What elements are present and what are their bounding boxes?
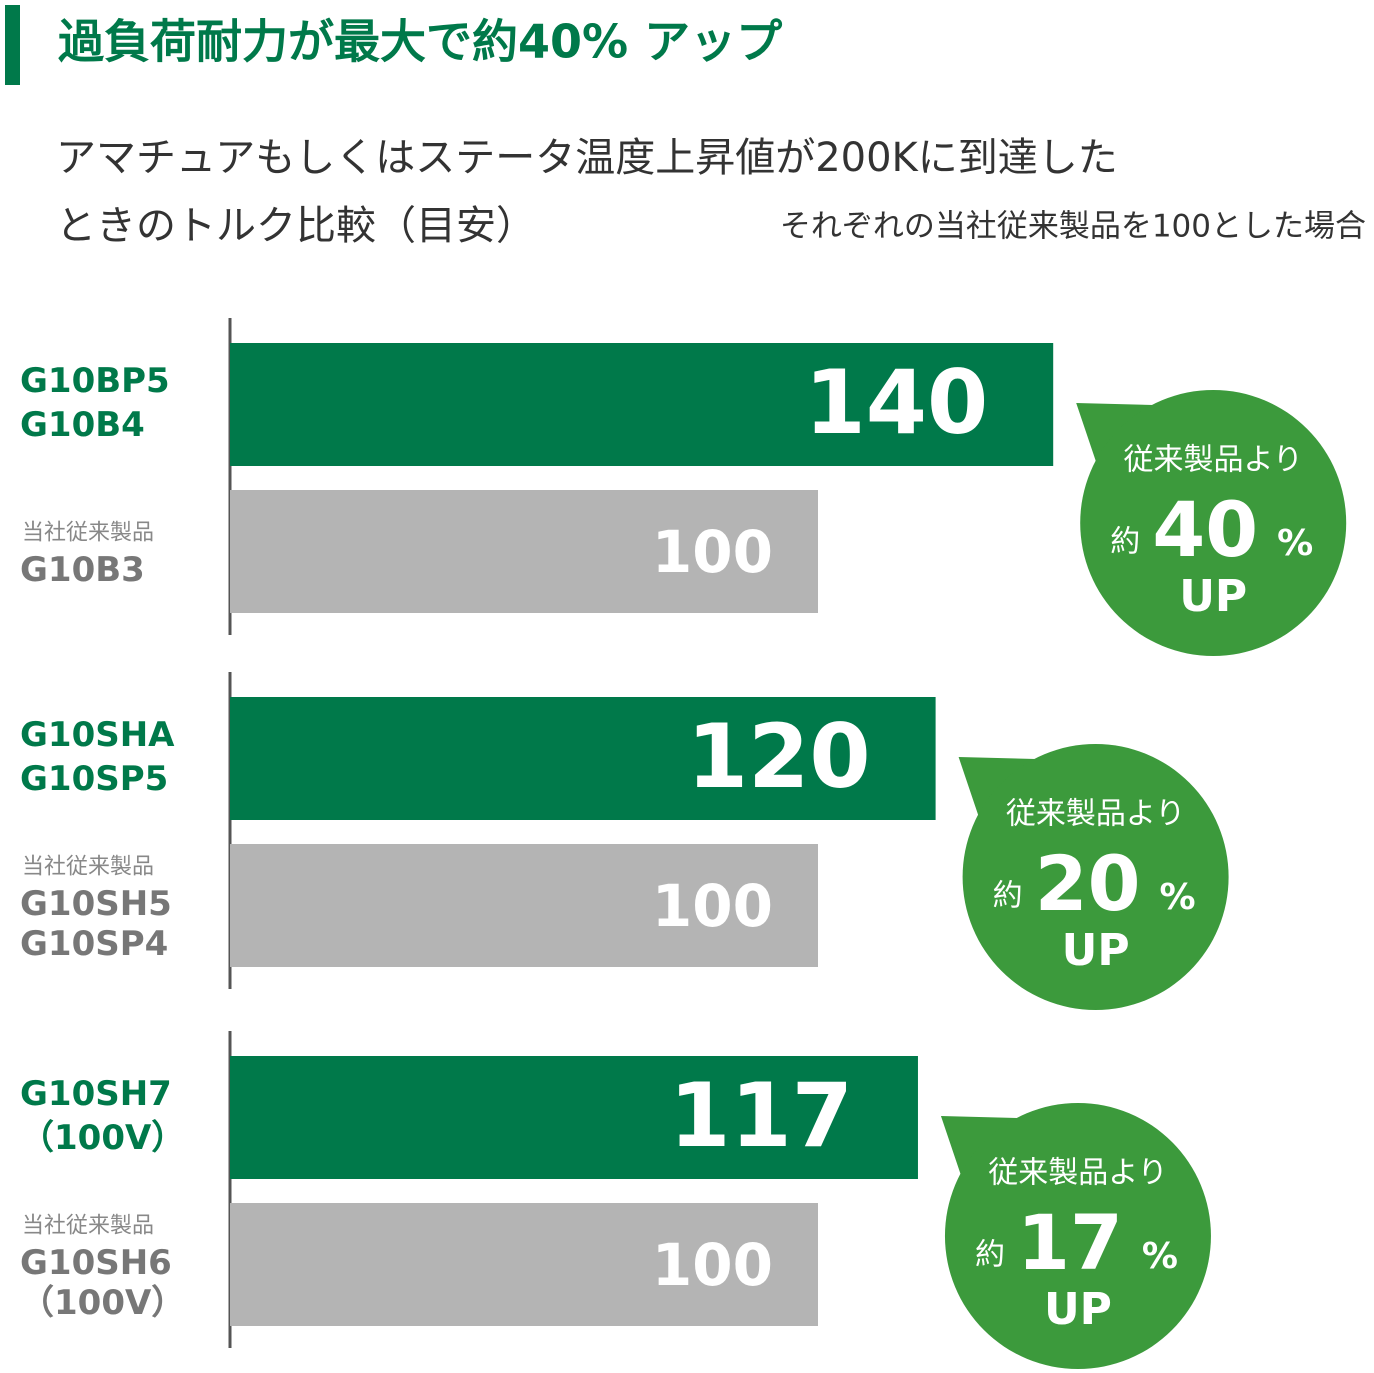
value-label: 100	[652, 872, 773, 940]
product-label: G10BP5	[20, 361, 170, 401]
badge-lead: 従来製品より	[988, 1156, 1167, 1191]
legacy-caption: 当社従来製品	[22, 855, 154, 880]
bar	[230, 1056, 918, 1179]
subtitle: アマチュアもしくはステータ温度上昇値が200Kに到達した	[56, 135, 1118, 181]
legacy-caption: 当社従来製品	[22, 1214, 154, 1239]
badge-percent: 20	[1035, 839, 1141, 928]
title: 過負荷耐力が最大で約40% アップ	[58, 15, 782, 69]
badge-unit: %	[1277, 523, 1313, 564]
value-label: 100	[652, 1231, 773, 1299]
badge-unit: %	[1160, 877, 1196, 918]
badge-prefix: 約	[993, 879, 1023, 914]
note: それぞれの当社従来製品を100とした場合	[780, 209, 1366, 245]
bar	[230, 697, 936, 820]
bar	[230, 844, 818, 967]
badge	[944, 1103, 1211, 1369]
value-label: 117	[669, 1064, 853, 1167]
bar	[230, 343, 1054, 466]
badge-prefix: 約	[1110, 525, 1140, 560]
legacy-label: G10SH5	[20, 884, 172, 924]
value-label: 100	[652, 518, 773, 586]
value-label: 140	[804, 351, 988, 454]
product-label: G10SP5	[20, 759, 168, 799]
badge-percent: 40	[1152, 485, 1258, 574]
product-label: G10B4	[20, 405, 145, 445]
badge-prefix: 約	[975, 1238, 1005, 1273]
bar	[230, 1203, 818, 1326]
product-label: G10SH7	[20, 1074, 172, 1114]
value-label: 120	[687, 705, 871, 808]
title-accent	[5, 5, 20, 85]
subtitle: ときのトルク比較（目安）	[56, 203, 536, 249]
badge	[1080, 390, 1347, 656]
badge-suffix: UP	[1062, 925, 1130, 976]
legacy-label: G10SP4	[20, 924, 168, 964]
badge	[962, 744, 1229, 1010]
product-label: （100V）	[20, 1118, 185, 1158]
badge-suffix: UP	[1044, 1284, 1112, 1335]
badge-percent: 17	[1017, 1198, 1123, 1287]
badge-suffix: UP	[1179, 571, 1247, 622]
product-label: G10SHA	[20, 715, 175, 755]
badge-lead: 従来製品より	[1006, 797, 1185, 832]
badge-lead: 従来製品より	[1123, 443, 1302, 478]
legacy-label: G10B3	[20, 550, 145, 590]
legacy-label: G10SH6	[20, 1243, 172, 1283]
legacy-label: （100V）	[20, 1283, 185, 1323]
legacy-caption: 当社従来製品	[22, 521, 154, 546]
bar	[230, 490, 818, 613]
badge-unit: %	[1142, 1236, 1178, 1277]
